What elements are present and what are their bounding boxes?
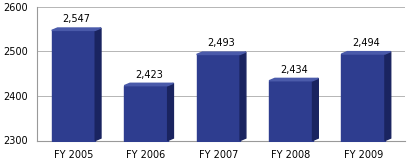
Text: 2,423: 2,423 (135, 70, 163, 80)
Polygon shape (52, 28, 101, 30)
Polygon shape (95, 28, 101, 141)
Text: 2,434: 2,434 (280, 65, 308, 75)
Polygon shape (197, 52, 246, 54)
Polygon shape (341, 52, 391, 54)
Text: 2,493: 2,493 (207, 38, 235, 49)
Text: 2,547: 2,547 (62, 15, 90, 24)
Polygon shape (269, 78, 318, 81)
Polygon shape (240, 52, 246, 141)
Polygon shape (124, 83, 173, 86)
Text: 2,494: 2,494 (352, 38, 380, 48)
Polygon shape (313, 78, 318, 141)
Polygon shape (168, 83, 173, 141)
Polygon shape (385, 52, 391, 141)
